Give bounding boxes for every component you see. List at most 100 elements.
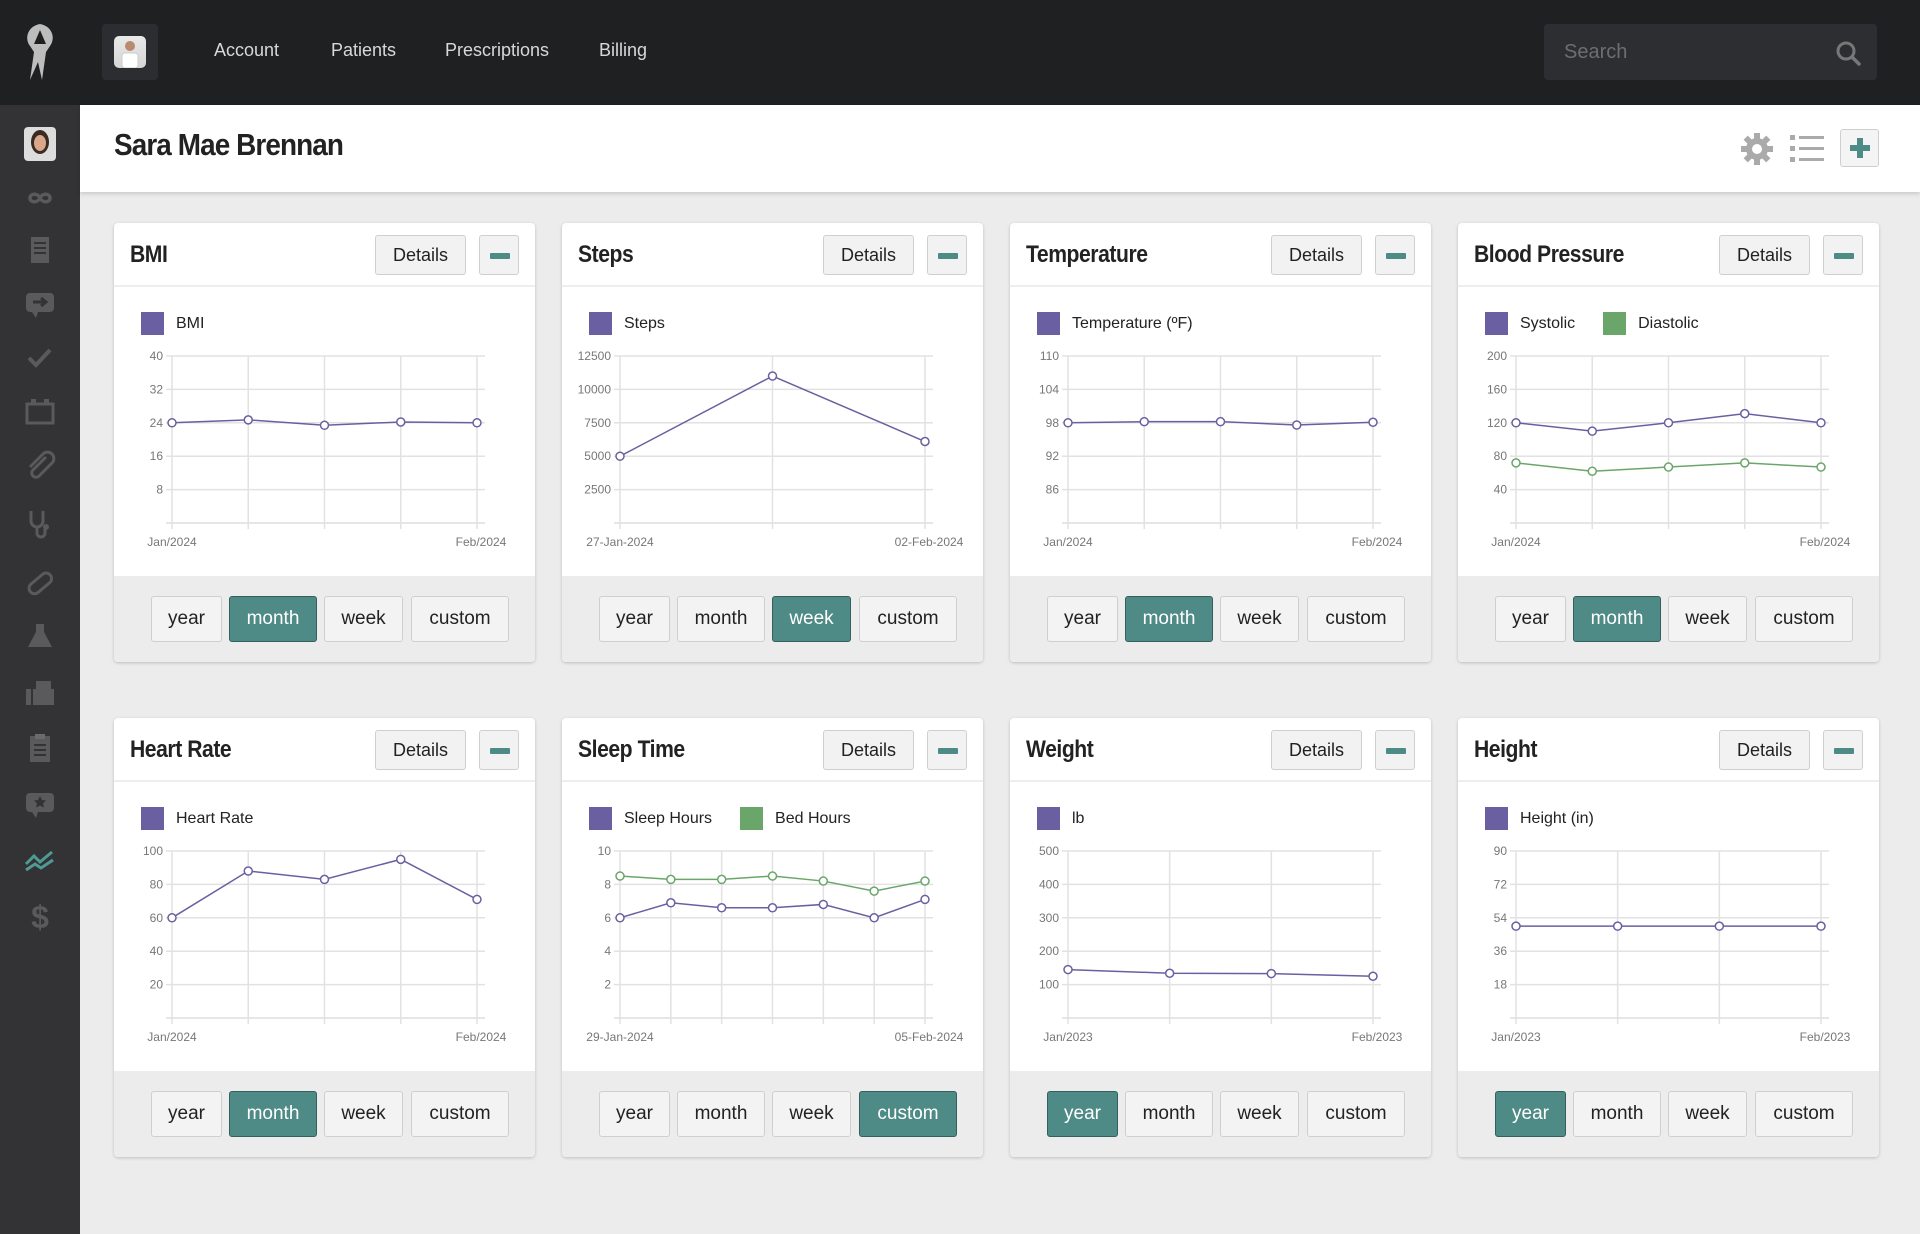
details-button[interactable]: Details: [1271, 235, 1362, 275]
range-custom-button[interactable]: custom: [859, 1091, 957, 1137]
sidebar-item-flask[interactable]: [22, 619, 58, 655]
range-year-button[interactable]: year: [1047, 1091, 1118, 1137]
range-week-button[interactable]: week: [324, 596, 403, 642]
range-month-button[interactable]: month: [677, 1091, 765, 1137]
sidebar-item-check[interactable]: [22, 340, 58, 376]
legend-item[interactable]: Systolic: [1485, 312, 1575, 335]
data-point: [1816, 921, 1826, 931]
details-button[interactable]: Details: [823, 235, 914, 275]
details-button[interactable]: Details: [1271, 730, 1362, 770]
gear-icon[interactable]: [1740, 132, 1774, 166]
nav-prescriptions[interactable]: Prescriptions: [445, 40, 550, 60]
range-custom-button[interactable]: custom: [859, 596, 957, 642]
legend-label: Temperature (ºF): [1072, 314, 1193, 332]
range-month-button[interactable]: month: [1125, 596, 1213, 642]
range-year-button[interactable]: year: [599, 596, 670, 642]
collapse-button[interactable]: [479, 730, 519, 770]
sidebar-item-calendar[interactable]: [22, 393, 58, 429]
sidebar-item-star-message[interactable]: [22, 786, 58, 822]
collapse-button[interactable]: [479, 235, 519, 275]
collapse-button[interactable]: [1375, 235, 1415, 275]
data-point: [615, 871, 625, 881]
range-year-button[interactable]: year: [1495, 596, 1566, 642]
sidebar-item-message-forward[interactable]: [22, 286, 58, 322]
patient-avatar-image: [24, 127, 56, 161]
y-tick-label: 86: [1046, 483, 1060, 497]
details-button[interactable]: Details: [823, 730, 914, 770]
range-month-button[interactable]: month: [229, 1091, 317, 1137]
details-button[interactable]: Details: [1719, 730, 1810, 770]
range-month-button[interactable]: month: [1573, 1091, 1661, 1137]
range-custom-button[interactable]: custom: [411, 1091, 509, 1137]
range-week-button[interactable]: week: [1220, 1091, 1299, 1137]
list-icon[interactable]: [1790, 134, 1824, 164]
details-button[interactable]: Details: [1719, 235, 1810, 275]
sidebar-item-dollar[interactable]: $: [22, 898, 58, 934]
range-month-button[interactable]: month: [677, 596, 765, 642]
range-week-button[interactable]: week: [1220, 596, 1299, 642]
sidebar-item-document[interactable]: [22, 232, 58, 268]
details-button[interactable]: Details: [375, 730, 466, 770]
data-point: [1266, 968, 1277, 979]
data-point: [1612, 921, 1623, 931]
data-point: [319, 874, 330, 885]
range-month-button[interactable]: month: [1573, 596, 1661, 642]
range-week-button[interactable]: week: [772, 596, 851, 642]
nav-billing[interactable]: Billing: [599, 40, 648, 60]
sidebar-item-infinity[interactable]: [22, 180, 58, 216]
search-icon[interactable]: [1835, 40, 1861, 66]
nav-account[interactable]: Account: [214, 40, 280, 60]
y-tick-label: 90: [1494, 844, 1508, 858]
data-point: [920, 894, 930, 905]
range-custom-button[interactable]: custom: [411, 596, 509, 642]
nav-patients[interactable]: Patients: [331, 40, 397, 60]
range-week-button[interactable]: week: [324, 1091, 403, 1137]
range-custom-button[interactable]: custom: [1755, 1091, 1853, 1137]
search-input[interactable]: [1544, 24, 1824, 80]
legend-swatch: [1603, 312, 1627, 335]
range-month-button[interactable]: month: [229, 596, 317, 642]
logo-icon[interactable]: [20, 22, 60, 82]
data-point: [818, 899, 829, 910]
sidebar-item-clipboard[interactable]: [22, 730, 58, 766]
doctor-avatar[interactable]: [102, 24, 158, 80]
range-custom-button[interactable]: custom: [1755, 596, 1853, 642]
legend-item[interactable]: BMI: [141, 312, 204, 335]
card-title: Height: [1474, 736, 1538, 763]
data-point: [1663, 418, 1674, 428]
legend-item[interactable]: Sleep Hours: [589, 807, 712, 830]
data-point: [396, 854, 406, 865]
sidebar-item-paperclip[interactable]: [22, 449, 58, 485]
collapse-button[interactable]: [927, 235, 967, 275]
legend-item[interactable]: Diastolic: [1603, 312, 1699, 335]
legend-item[interactable]: Bed Hours: [740, 807, 851, 830]
sidebar-item-stethoscope[interactable]: [22, 506, 58, 542]
collapse-button[interactable]: [927, 730, 967, 770]
legend-item[interactable]: Steps: [589, 312, 665, 335]
details-button[interactable]: Details: [375, 235, 466, 275]
fax-icon: [26, 681, 54, 705]
legend-item[interactable]: Height (in): [1485, 807, 1594, 830]
sidebar-item-pill[interactable]: [22, 565, 58, 601]
legend-item[interactable]: lb: [1037, 807, 1084, 830]
range-year-button[interactable]: year: [1495, 1091, 1566, 1137]
legend-item[interactable]: Temperature (ºF): [1037, 312, 1193, 335]
range-year-button[interactable]: year: [151, 596, 222, 642]
range-year-button[interactable]: year: [599, 1091, 670, 1137]
range-week-button[interactable]: week: [1668, 1091, 1747, 1137]
legend-item[interactable]: Heart Rate: [141, 807, 253, 830]
range-week-button[interactable]: week: [1668, 596, 1747, 642]
range-year-button[interactable]: year: [151, 1091, 222, 1137]
add-widget-button[interactable]: [1840, 129, 1879, 167]
range-week-button[interactable]: week: [772, 1091, 851, 1137]
patient-avatar[interactable]: [22, 126, 58, 162]
range-custom-button[interactable]: custom: [1307, 596, 1405, 642]
range-month-button[interactable]: month: [1125, 1091, 1213, 1137]
range-custom-button[interactable]: custom: [1307, 1091, 1405, 1137]
collapse-button[interactable]: [1823, 235, 1863, 275]
sidebar-item-vitals-chart[interactable]: [22, 842, 58, 878]
collapse-button[interactable]: [1823, 730, 1863, 770]
range-year-button[interactable]: year: [1047, 596, 1118, 642]
collapse-button[interactable]: [1375, 730, 1415, 770]
sidebar-item-fax[interactable]: [22, 675, 58, 711]
